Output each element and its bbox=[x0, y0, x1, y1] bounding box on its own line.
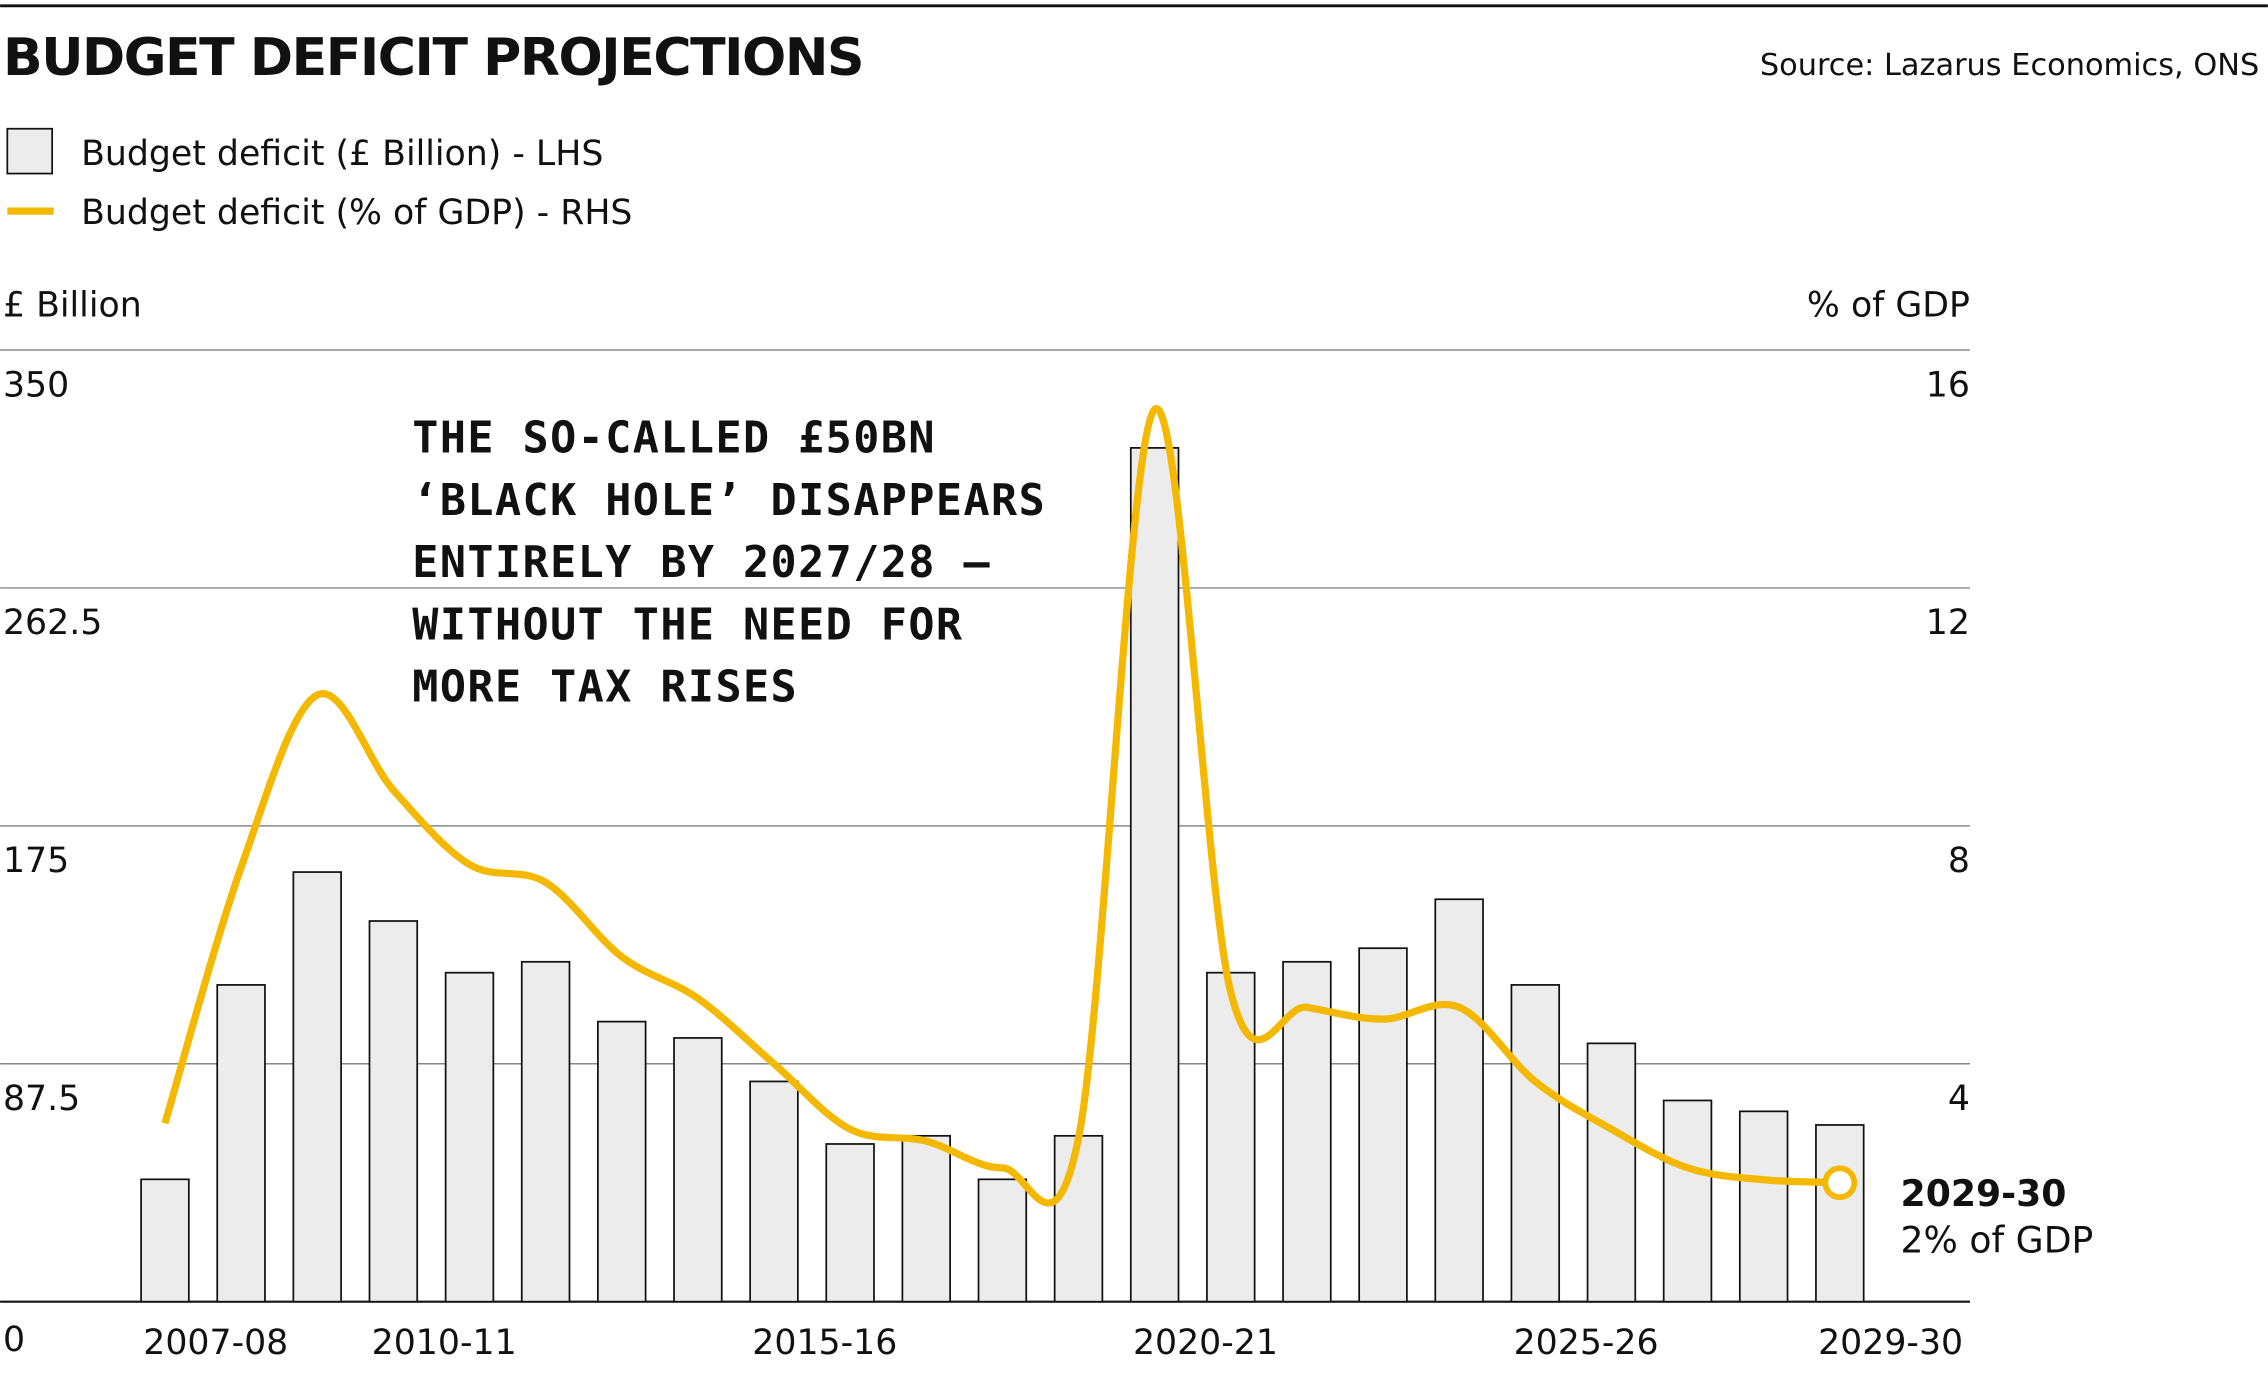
y-tick-label: 350 bbox=[3, 365, 69, 405]
bar bbox=[1129, 447, 1180, 1303]
bar bbox=[444, 971, 495, 1303]
bar bbox=[673, 1037, 723, 1303]
y2-tick-label: 12 bbox=[1926, 603, 1970, 643]
bar bbox=[1358, 947, 1408, 1303]
source: Source: Lazarus Economics, ONS bbox=[1760, 48, 2259, 83]
bar bbox=[1510, 984, 1561, 1303]
x-tick-label: 2015-16 bbox=[752, 1323, 897, 1363]
bar bbox=[1206, 971, 1256, 1303]
annotation: ENTIRELY BY 2027/28 — bbox=[412, 538, 991, 588]
line bbox=[161, 405, 1840, 1207]
x-tick-label: 2007-08 bbox=[143, 1323, 288, 1363]
bar bbox=[749, 1080, 799, 1303]
annotation: MORE TAX RISES bbox=[412, 662, 798, 712]
y-tick-label: 0 bbox=[3, 1320, 25, 1360]
y2-tick-label: 8 bbox=[1948, 841, 1970, 881]
bar bbox=[216, 984, 266, 1303]
bar bbox=[1815, 1124, 1865, 1303]
annotation: ‘BLACK HOLE’ DISAPPEARS bbox=[412, 476, 1046, 526]
chart-title: BUDGET DEFICIT PROJECTIONS bbox=[3, 28, 863, 88]
y-axis-label: £ Billion bbox=[3, 286, 142, 326]
bar bbox=[520, 960, 571, 1303]
y2-tick-label: 16 bbox=[1926, 365, 1970, 405]
bar bbox=[292, 871, 342, 1303]
bar bbox=[901, 1134, 951, 1303]
bar bbox=[1434, 898, 1484, 1303]
x-tick-label: 2029-30 bbox=[1818, 1323, 1963, 1363]
bar bbox=[1053, 1134, 1104, 1303]
x-tick-label: 2025-26 bbox=[1514, 1323, 1659, 1363]
legend-label: Budget deficit (% of GDP) - RHS bbox=[81, 193, 632, 233]
bar bbox=[1662, 1099, 1713, 1303]
bar bbox=[597, 1020, 647, 1303]
y-tick-label: 175 bbox=[3, 841, 69, 881]
y2-tick-label: 4 bbox=[1948, 1079, 1970, 1119]
legend-swatch bbox=[6, 127, 54, 175]
bar bbox=[140, 1178, 190, 1303]
annotation: WITHOUT THE NEED FOR bbox=[412, 600, 963, 650]
bar bbox=[368, 920, 419, 1303]
bar bbox=[825, 1143, 875, 1303]
annotation: THE SO-CALLED £50BN bbox=[412, 414, 936, 464]
end-label-text: 2% of GDP bbox=[1901, 1219, 2094, 1262]
end-marker bbox=[1822, 1165, 1858, 1201]
x-tick-label: 2020-21 bbox=[1133, 1323, 1278, 1363]
legend-label: Budget deficit (£ Billion) - LHS bbox=[81, 134, 603, 174]
y-tick-label: 87.5 bbox=[3, 1079, 80, 1119]
bar bbox=[977, 1178, 1028, 1303]
bar bbox=[1738, 1110, 1789, 1303]
y-tick-label: 262.5 bbox=[3, 603, 102, 643]
x-tick-label: 2010-11 bbox=[372, 1323, 517, 1363]
bar bbox=[1586, 1042, 1637, 1303]
y2-axis-label: % of GDP bbox=[1807, 286, 1970, 326]
end-label-title: 2029-30 bbox=[1901, 1172, 2067, 1215]
